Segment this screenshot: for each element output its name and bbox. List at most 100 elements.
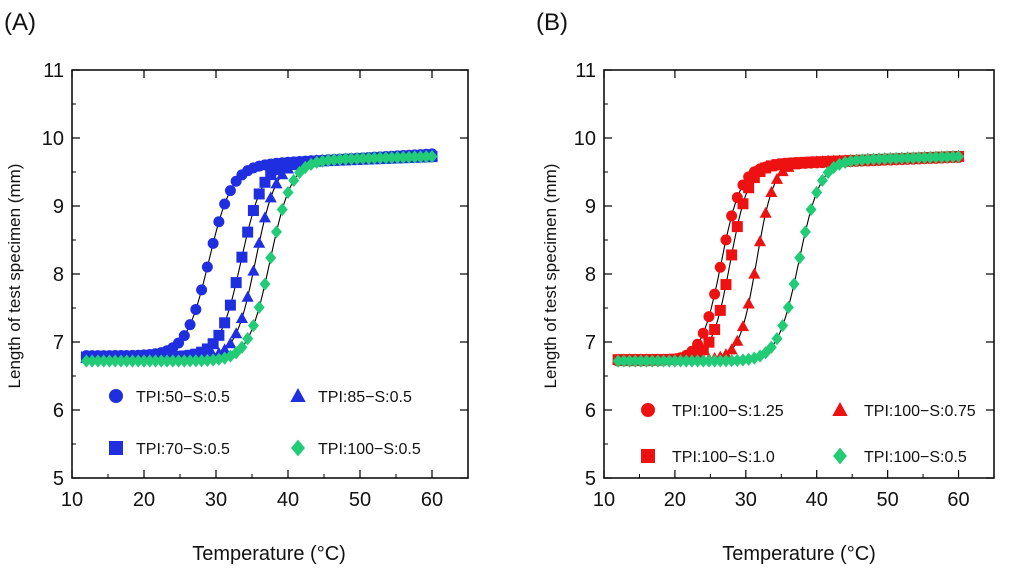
panel-b-series-1-point	[726, 210, 738, 222]
panel-a-series-4-point	[247, 319, 259, 333]
panel-a-series-1-point	[213, 216, 225, 228]
panel-a-series-3-point	[224, 337, 237, 349]
panel-b-series-4-point	[658, 354, 670, 368]
panel-a-series-4-point	[138, 354, 150, 368]
panel-a-series-1-point	[196, 284, 208, 296]
panel-a-series-4-point	[109, 354, 121, 368]
panel-b-series-4-point	[686, 354, 698, 368]
panel-b-series-3-point	[692, 348, 704, 360]
panel-b-series-3-point	[788, 157, 800, 169]
panel-b-series-3-point	[748, 172, 760, 184]
panel-b-series-3-point	[714, 304, 726, 316]
panel-b-series-4-point	[714, 354, 726, 368]
panel-a-series-4-point	[150, 354, 162, 368]
panel-a-series-2-point	[207, 338, 219, 350]
panel-a-x-tick-label: 50	[349, 489, 371, 511]
panel-a-legend: TPI:50−S:0.5 TPI:85−S:0.5 TPI:70−S:0.5 T…	[136, 389, 421, 458]
panel-a-y-tick-label: 7	[53, 332, 64, 354]
panel-a-series-4-point	[86, 354, 98, 368]
panel-a-series-4-point	[213, 352, 225, 366]
panel-b-series-4-point	[936, 150, 948, 164]
panel-b-series-3	[612, 150, 965, 366]
panel-a-legend-label-2: TPI:70−S:0.5	[136, 441, 230, 458]
panel-b-legend-label-2: TPI:100−S:0.75	[864, 403, 976, 420]
panel-a-series-1-point	[201, 261, 213, 273]
panel-a-series-1-point	[178, 330, 190, 342]
panel-b-series-4-point	[646, 354, 658, 368]
panel-b-series-4-point	[901, 151, 913, 165]
panel-b-series-4-point	[720, 354, 732, 368]
panel-b-series-4-point	[811, 185, 823, 200]
panel-b-series-3-point	[720, 279, 732, 291]
panel-b-series-4-point	[765, 340, 777, 354]
panel-a-series-1-point	[224, 185, 236, 197]
panel-b-series-3-point	[777, 158, 789, 170]
panel-b-series-3-point	[731, 221, 743, 233]
panel-b-series-4-point	[805, 202, 817, 217]
panel-a-y-tick-label: 11	[43, 60, 64, 82]
panel-a-series-4-point	[334, 152, 346, 167]
panel-b-series-4-point	[879, 152, 891, 166]
panel-b-series-3-point	[709, 324, 721, 336]
panel-a-series-1-point	[207, 237, 219, 249]
panel-a-series-4-point	[368, 151, 380, 165]
panel-a-x-tick-label: 10	[61, 489, 83, 511]
panel-b-series-2	[612, 149, 965, 365]
panel-b-series-4-point	[680, 354, 692, 368]
panel-a-series-3-point	[247, 264, 260, 276]
panel-a-series-4-point	[173, 354, 185, 368]
panel-a-series-4-point	[178, 354, 190, 368]
panel-a-series-4-point	[397, 150, 409, 164]
panel-a-series-4-point	[92, 354, 104, 368]
panel-b-legend-marker-3	[641, 449, 655, 463]
panel-a-series-4-point	[201, 353, 213, 368]
panel-a-label: (A)	[4, 9, 36, 36]
panel-b-y-tick-label: 10	[574, 128, 596, 150]
panel-b-series-4-point	[799, 225, 811, 239]
panel-a-series-3-point	[253, 236, 266, 248]
panel-b-y-tick-label: 6	[585, 400, 596, 422]
panel-a-series-1-point	[184, 319, 196, 331]
panel-a-series-4-point	[242, 332, 254, 346]
panel-b-x-tick-label: 40	[806, 489, 828, 511]
panel-a-series-4-point	[219, 351, 231, 365]
panel-b-series-1-point	[720, 234, 732, 246]
panel-a-series-4-point	[351, 152, 363, 166]
panel-b-series-4-point	[907, 151, 919, 165]
panel-a-series-3-fit-line	[86, 155, 433, 359]
panel-b-series-4-point	[941, 150, 953, 164]
panel-a-series-4-point	[121, 354, 133, 368]
panel-b-series-4-point	[794, 251, 806, 265]
panel-a-series-3-point	[230, 327, 243, 339]
panel-b-series-2-point	[725, 343, 738, 355]
panel-a-series-3-point	[258, 211, 272, 223]
panel-a-series-3-point	[235, 312, 248, 324]
panel-b-series-2-point	[770, 172, 784, 184]
panel-b-legend-label-3: TPI:100−S:1.0	[672, 449, 775, 466]
panel-b-series-2-point	[765, 186, 778, 198]
panel-b-series-2-point	[736, 320, 750, 332]
panel-b-series-3-point	[782, 157, 794, 169]
panel-b-legend-marker-4	[833, 447, 847, 465]
panel-a-x-tick-label: 20	[133, 489, 155, 511]
panel-a-legend-marker-4	[291, 439, 305, 457]
panel-b-x-tick-label: 20	[664, 489, 686, 511]
panel-a-series-3	[80, 149, 439, 363]
panel-b-x-tick-label: 50	[877, 489, 899, 511]
panel-a-series-4-point	[103, 354, 115, 368]
panel-b-series-4-fit-line	[618, 155, 959, 362]
panel-b-y-tick-label: 11	[575, 60, 596, 82]
panel-b-series-4-point	[890, 151, 902, 165]
panel-a-series-4-point	[391, 150, 403, 165]
panel-b-x-tick-label: 60	[947, 489, 969, 511]
panel-b-series-4-point	[919, 150, 931, 165]
panel-b-legend-marker-2	[832, 401, 848, 416]
panel-b-series-1-point	[697, 327, 709, 339]
panel-a-series-4-point	[184, 354, 196, 368]
panel-b-series-4-point	[697, 354, 709, 368]
panel-b-x-tick-label: 10	[593, 489, 615, 511]
panel-b-series-2-point	[759, 206, 772, 218]
panel-a-series-2-point	[224, 299, 236, 311]
